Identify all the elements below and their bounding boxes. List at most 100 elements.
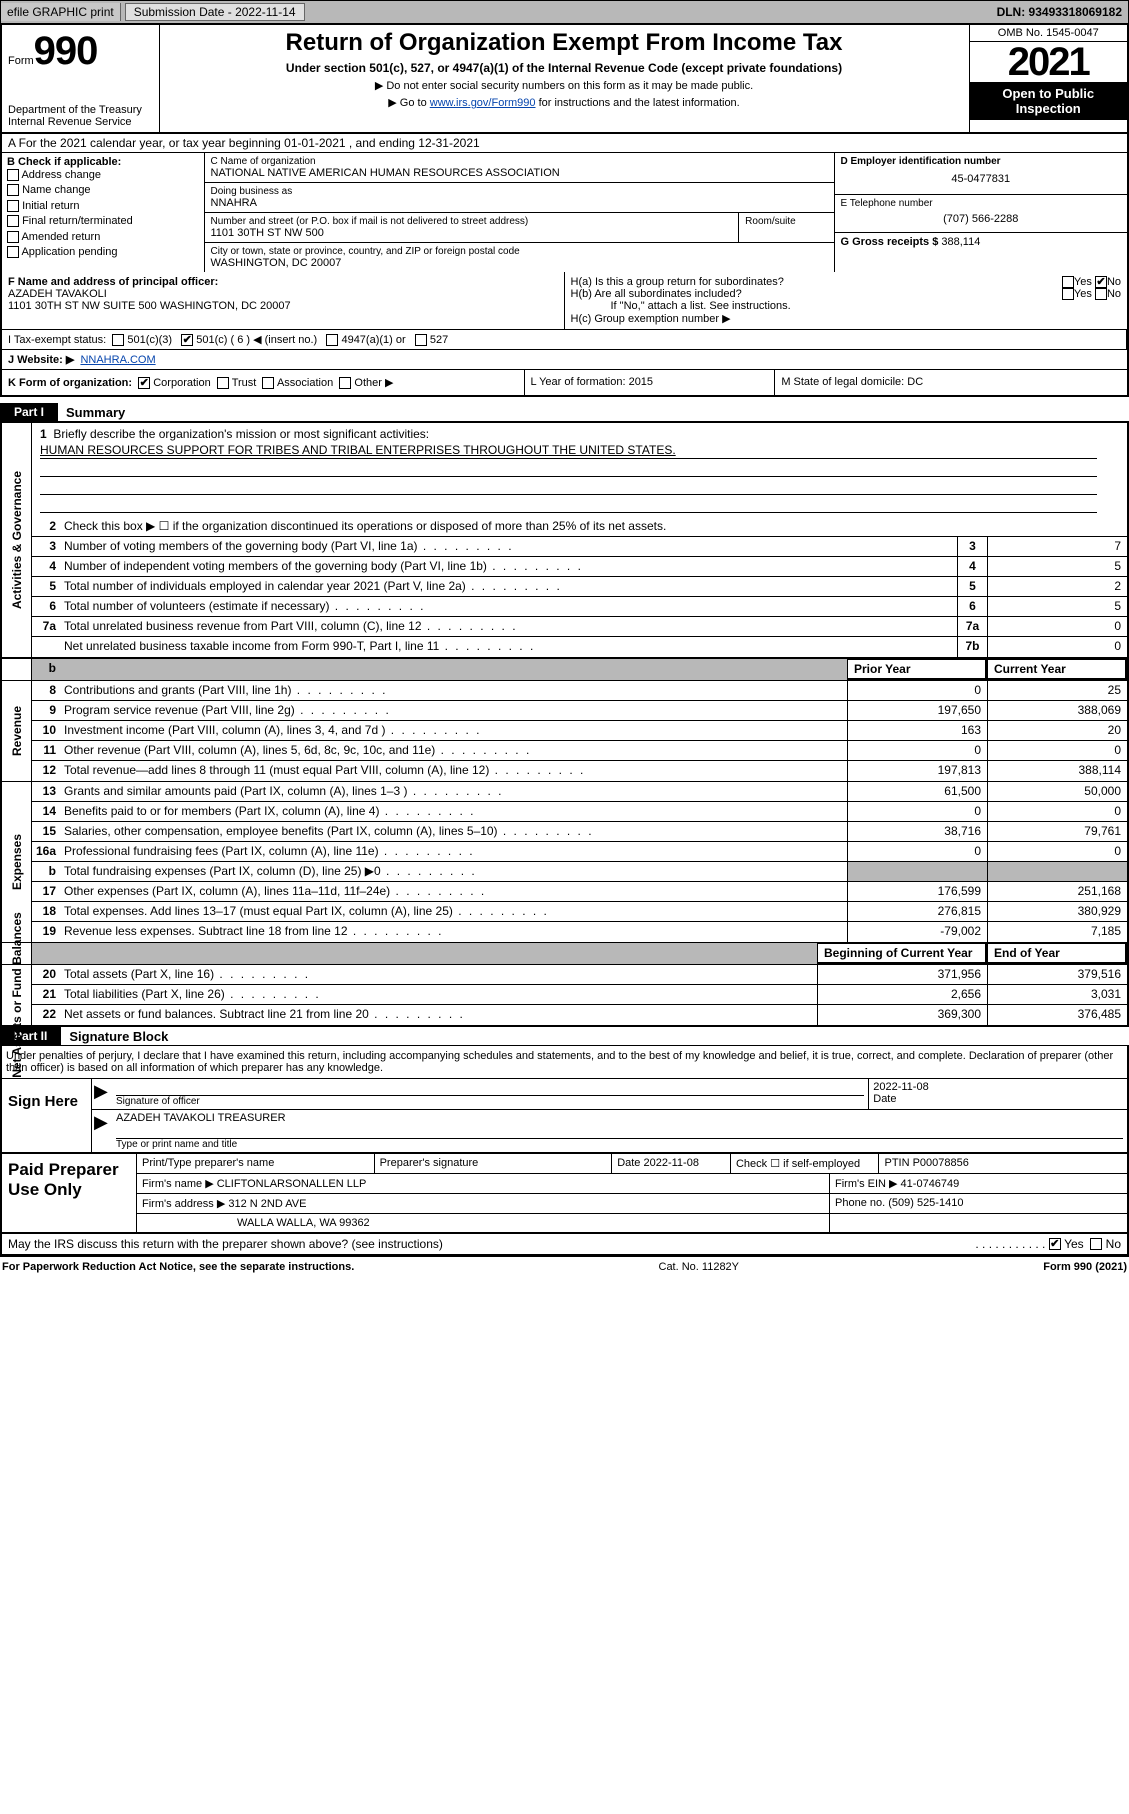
chk-address-change[interactable]: Address change	[7, 168, 199, 183]
may-no[interactable]	[1090, 1238, 1102, 1250]
website-row: J Website: ▶ NNAHRA.COM	[2, 350, 1127, 369]
signature-row: ▶ Signature of officer 2022-11-08 Date	[92, 1079, 1127, 1110]
row-j: J Website: ▶ NNAHRA.COM	[0, 350, 1129, 370]
org-name-cell: C Name of organization NATIONAL NATIVE A…	[205, 153, 834, 183]
form-title: Return of Organization Exempt From Incom…	[168, 29, 961, 57]
page-footer: For Paperwork Reduction Act Notice, see …	[0, 1256, 1129, 1277]
chk-app-pending[interactable]: Application pending	[7, 245, 199, 260]
sign-arrow-icon: ▶	[92, 1079, 112, 1109]
paid-preparer-block: Paid Preparer Use Only Print/Type prepar…	[0, 1154, 1129, 1234]
h-c: H(c) Group exemption number ▶	[571, 312, 1122, 325]
chk-501c[interactable]: ✔	[181, 334, 193, 346]
open-to-public: Open to Public Inspection	[970, 82, 1128, 120]
line-7b: Net unrelated business taxable income fr…	[32, 637, 1127, 657]
h-a: H(a) Is this a group return for subordin…	[571, 276, 1122, 288]
line-11: 11Other revenue (Part VIII, column (A), …	[32, 741, 1127, 761]
state-domicile: M State of legal domicile: DC	[774, 370, 1127, 395]
printed-name-row: ▶ AZADEH TAVAKOLI TREASURER Type or prin…	[92, 1110, 1127, 1152]
org-name: NATIONAL NATIVE AMERICAN HUMAN RESOURCES…	[211, 167, 828, 179]
col-d: D Employer identification number 45-0477…	[835, 153, 1128, 272]
side-netassets: Net Assets or Fund Balances	[2, 965, 32, 1025]
year-formation: L Year of formation: 2015	[524, 370, 775, 395]
chk-4947[interactable]	[326, 334, 338, 346]
line-8: 8Contributions and grants (Part VIII, li…	[32, 681, 1127, 701]
line-15: 15Salaries, other compensation, employee…	[32, 822, 1127, 842]
part1-header: Part I Summary	[0, 403, 1129, 422]
chk-assoc[interactable]	[262, 377, 274, 389]
principal-officer: F Name and address of principal officer:…	[2, 272, 565, 329]
city: WASHINGTON, DC 20007	[211, 257, 828, 269]
row-klm: K Form of organization: ✔ Corporation Tr…	[0, 370, 1129, 397]
line-5: 5Total number of individuals employed in…	[32, 577, 1127, 597]
line-10: 10Investment income (Part VIII, column (…	[32, 721, 1127, 741]
footer-right: Form 990 (2021)	[1043, 1261, 1127, 1273]
h-b: H(b) Are all subordinates included? Yes …	[571, 288, 1122, 300]
perjury-declaration: Under penalties of perjury, I declare th…	[0, 1046, 1129, 1078]
tax-year: 2021	[970, 42, 1128, 82]
hb-yes[interactable]	[1062, 288, 1074, 300]
printed-name: AZADEH TAVAKOLI TREASURER Type or print …	[112, 1110, 1127, 1152]
note-ssn: ▶ Do not enter social security numbers o…	[168, 79, 961, 92]
hdr-eoy: End of Year	[987, 943, 1127, 964]
line-22: 22Net assets or fund balances. Subtract …	[32, 1005, 1127, 1025]
chk-527[interactable]	[415, 334, 427, 346]
submission-date-button[interactable]: Submission Date - 2022-11-14	[125, 3, 305, 21]
chk-amended[interactable]: Amended return	[7, 230, 199, 245]
col-b-title: B Check if applicable:	[7, 156, 121, 168]
cat-no: Cat. No. 11282Y	[659, 1261, 740, 1273]
dba: NNAHRA	[211, 197, 828, 209]
may-yes[interactable]: ✔	[1049, 1238, 1061, 1250]
line-3: 3Number of voting members of the governi…	[32, 537, 1127, 557]
line-2: 2Check this box ▶ ☐ if the organization …	[32, 517, 1127, 537]
chk-corp[interactable]: ✔	[138, 377, 150, 389]
line-4: 4Number of independent voting members of…	[32, 557, 1127, 577]
col-b: B Check if applicable: Address change Na…	[2, 153, 205, 272]
sign-here-block: Sign Here ▶ Signature of officer 2022-11…	[0, 1078, 1129, 1154]
ein: 45-0477831	[841, 167, 1122, 191]
chk-501c3[interactable]	[112, 334, 124, 346]
hb-no[interactable]	[1095, 288, 1107, 300]
ha-no[interactable]: ✔	[1095, 276, 1107, 288]
line-12: 12Total revenue—add lines 8 through 11 (…	[32, 761, 1127, 781]
expenses-block: Expenses 13Grants and similar amounts pa…	[2, 782, 1127, 943]
footer-left: For Paperwork Reduction Act Notice, see …	[2, 1261, 354, 1273]
tel-cell: E Telephone number (707) 566-2288	[835, 195, 1128, 233]
form-990: 990	[34, 29, 98, 73]
chk-trust[interactable]	[217, 377, 229, 389]
part1-body: Activities & Governance 1 Briefly descri…	[0, 422, 1129, 1027]
section-fh: F Name and address of principal officer:…	[0, 272, 1129, 330]
row-i: I Tax-exempt status: 501(c)(3) ✔ 501(c) …	[0, 330, 1129, 350]
room-suite: Room/suite	[739, 213, 833, 242]
form-subtitle: Under section 501(c), 527, or 4947(a)(1)…	[168, 61, 961, 75]
col-c: C Name of organization NATIONAL NATIVE A…	[205, 153, 835, 272]
line-b: bTotal fundraising expenses (Part IX, co…	[32, 862, 1127, 882]
ha-yes[interactable]	[1062, 276, 1074, 288]
efile-label: efile GRAPHIC print	[1, 3, 121, 21]
form-of-org: K Form of organization: ✔ Corporation Tr…	[2, 370, 524, 395]
hdr-boy: Beginning of Current Year	[817, 943, 987, 964]
line-1: 1 Briefly describe the organization's mi…	[32, 423, 1127, 517]
side-governance: Activities & Governance	[2, 423, 32, 657]
line-7a: 7aTotal unrelated business revenue from …	[32, 617, 1127, 637]
line-13: 13Grants and similar amounts paid (Part …	[32, 782, 1127, 802]
officer-signature[interactable]: Signature of officer	[112, 1079, 868, 1109]
website-link[interactable]: NNAHRA.COM	[80, 354, 155, 366]
chk-final-return[interactable]: Final return/terminated	[7, 214, 199, 229]
dept-treasury: Department of the Treasury Internal Reve…	[8, 104, 153, 128]
part1-tab: Part I	[0, 403, 58, 421]
line-19: 19Revenue less expenses. Subtract line 1…	[32, 922, 1127, 942]
irs-link[interactable]: www.irs.gov/Form990	[430, 97, 536, 109]
dln: DLN: 93493318069182	[997, 5, 1128, 19]
form-header: Form990 Department of the Treasury Inter…	[0, 24, 1129, 134]
may-discuss-row: May the IRS discuss this return with the…	[0, 1234, 1129, 1256]
line-9: 9Program service revenue (Part VIII, lin…	[32, 701, 1127, 721]
prep-row-3b: WALLA WALLA, WA 99362	[137, 1214, 1127, 1232]
topbar: efile GRAPHIC print Submission Date - 20…	[0, 0, 1129, 24]
line-16a: 16aProfessional fundraising fees (Part I…	[32, 842, 1127, 862]
sign-arrow-icon: ▶	[92, 1110, 112, 1152]
line-17: 17Other expenses (Part IX, column (A), l…	[32, 882, 1127, 902]
chk-initial-return[interactable]: Initial return	[7, 199, 199, 214]
chk-other[interactable]	[339, 377, 351, 389]
chk-name-change[interactable]: Name change	[7, 183, 199, 198]
street: 1101 30TH ST NW 500	[211, 227, 733, 239]
